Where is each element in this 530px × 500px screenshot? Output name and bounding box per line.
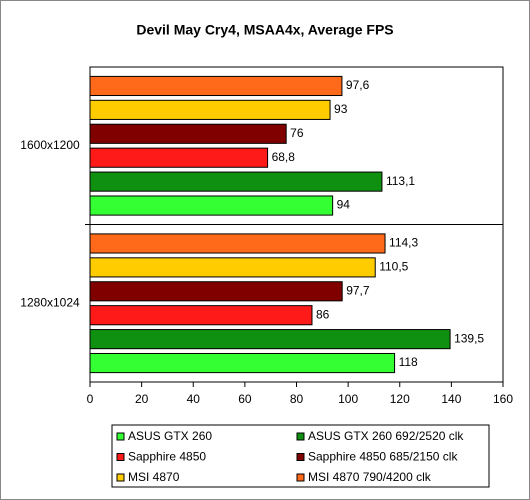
legend-label: Sapphire 4850 — [128, 450, 206, 464]
legend-swatch — [296, 473, 305, 482]
x-tick-label: 140 — [441, 392, 461, 406]
value-label: 76 — [290, 126, 304, 140]
bar — [89, 147, 269, 168]
x-tick-label: 40 — [187, 392, 201, 406]
value-label: 93 — [334, 102, 348, 116]
legend-label: Sapphire 4850 685/2150 clk — [308, 450, 458, 464]
x-tick-label: 80 — [290, 392, 304, 406]
bar — [89, 195, 334, 216]
legend-label: MSI 4870 790/4200 clk — [308, 470, 432, 484]
bar — [89, 99, 331, 120]
bar — [89, 257, 376, 278]
legend-label: MSI 4870 — [128, 470, 180, 484]
value-label: 94 — [337, 198, 351, 212]
value-label: 114,3 — [389, 236, 418, 250]
value-label: 68,8 — [272, 150, 296, 164]
value-label: 139,5 — [454, 331, 484, 345]
bar — [89, 75, 343, 97]
chart-title: Devil May Cry4, MSAA4x, Average FPS — [136, 22, 393, 38]
bar — [89, 171, 383, 192]
value-label: 86 — [316, 307, 330, 321]
bar — [89, 352, 396, 374]
legend-label: ASUS GTX 260 692/2520 clk — [308, 429, 464, 443]
bar — [89, 281, 343, 302]
bar — [89, 233, 386, 254]
x-tick-label: 100 — [338, 392, 358, 406]
x-tick-label: 0 — [87, 392, 94, 406]
value-label: 113,1 — [386, 174, 415, 188]
bar — [89, 123, 287, 144]
y-tick-label: 1600x1200 — [20, 138, 80, 152]
legend-label: ASUS GTX 260 — [128, 429, 212, 443]
legend-swatch — [116, 432, 125, 441]
legend-swatch — [296, 453, 305, 461]
value-label: 97,7 — [346, 283, 370, 297]
bar — [89, 305, 313, 326]
legend-swatch — [116, 453, 125, 461]
legend-swatch — [116, 473, 125, 482]
value-label: 110,5 — [379, 260, 408, 274]
x-tick-label: 160 — [493, 392, 513, 406]
x-tick-label: 60 — [238, 392, 252, 406]
x-tick-label: 120 — [390, 392, 410, 406]
x-tick-label: 20 — [135, 392, 149, 406]
y-tick-label: 1280x1024 — [20, 295, 80, 309]
value-label: 97,6 — [346, 78, 370, 92]
value-label: 118 — [399, 355, 418, 369]
legend-swatch — [296, 432, 305, 441]
bar — [89, 329, 451, 350]
